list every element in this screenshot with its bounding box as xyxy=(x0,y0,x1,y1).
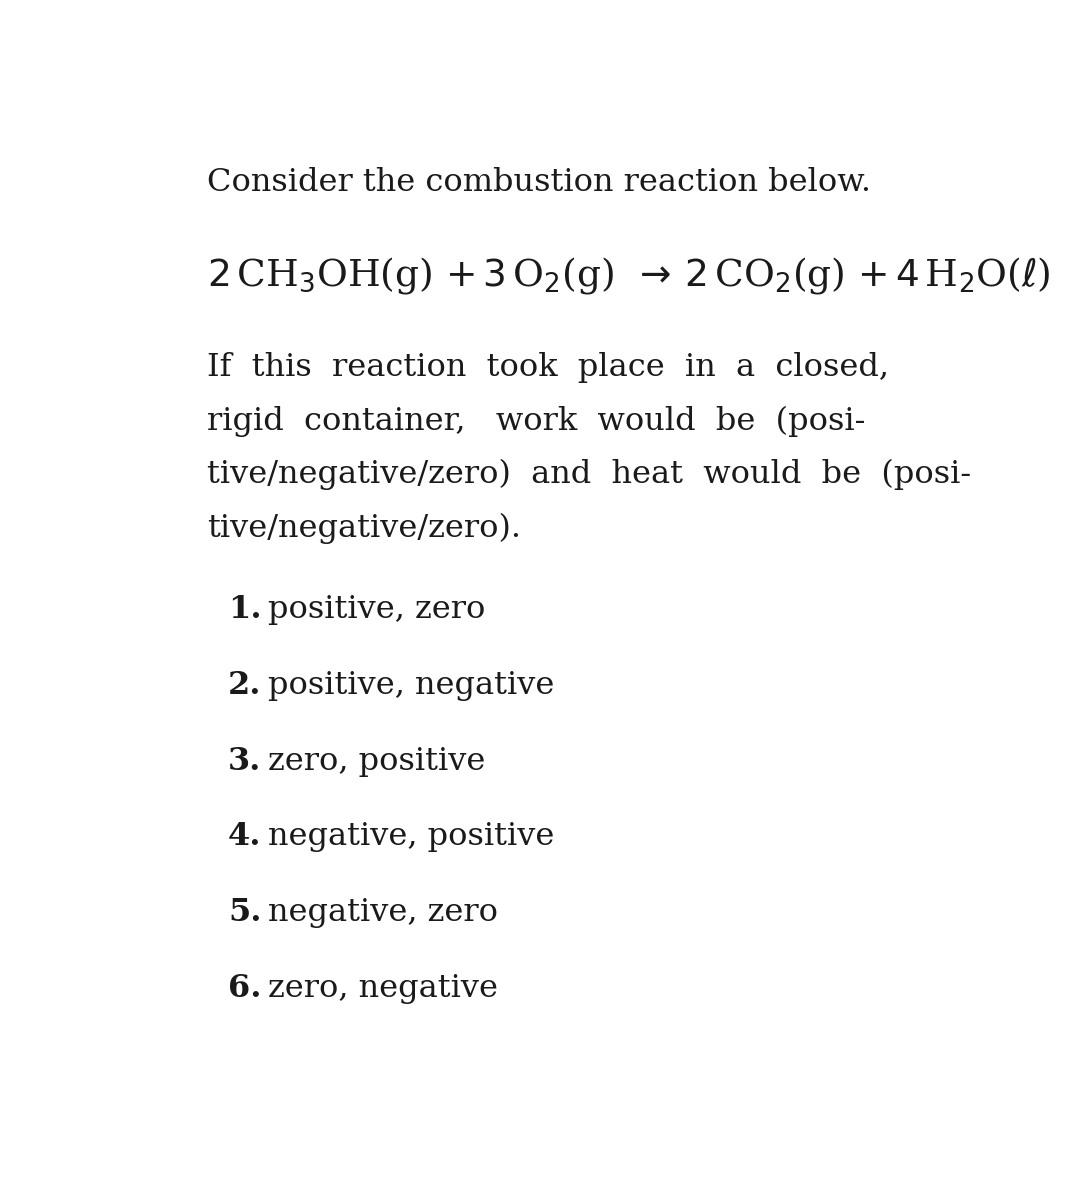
Text: 5.: 5. xyxy=(228,898,261,928)
Text: Consider the combustion reaction below.: Consider the combustion reaction below. xyxy=(207,167,870,198)
Text: 1.: 1. xyxy=(228,594,261,625)
Text: If  this  reaction  took  place  in  a  closed,: If this reaction took place in a closed, xyxy=(207,352,889,383)
Text: zero, positive: zero, positive xyxy=(268,745,486,776)
Text: 2.: 2. xyxy=(228,670,261,701)
Text: $2\,$CH$_3$OH(g) $+\,3\,$O$_2$(g) $\,\rightarrow\,2\,$CO$_2$(g) $+\,4\,$H$_2$O($: $2\,$CH$_3$OH(g) $+\,3\,$O$_2$(g) $\,\ri… xyxy=(207,254,1050,296)
Text: tive/negative/zero)  and  heat  would  be  (posi-: tive/negative/zero) and heat would be (p… xyxy=(207,460,971,491)
Text: tive/negative/zero).: tive/negative/zero). xyxy=(207,512,521,544)
Text: 3.: 3. xyxy=(228,745,261,776)
Text: positive, negative: positive, negative xyxy=(268,670,555,701)
Text: rigid  container,   work  would  be  (posi-: rigid container, work would be (posi- xyxy=(207,406,865,437)
Text: 6.: 6. xyxy=(228,973,261,1004)
Text: positive, zero: positive, zero xyxy=(268,594,486,625)
Text: negative, positive: negative, positive xyxy=(268,821,555,852)
Text: negative, zero: negative, zero xyxy=(268,898,499,928)
Text: 4.: 4. xyxy=(228,821,261,852)
Text: zero, negative: zero, negative xyxy=(268,973,499,1004)
